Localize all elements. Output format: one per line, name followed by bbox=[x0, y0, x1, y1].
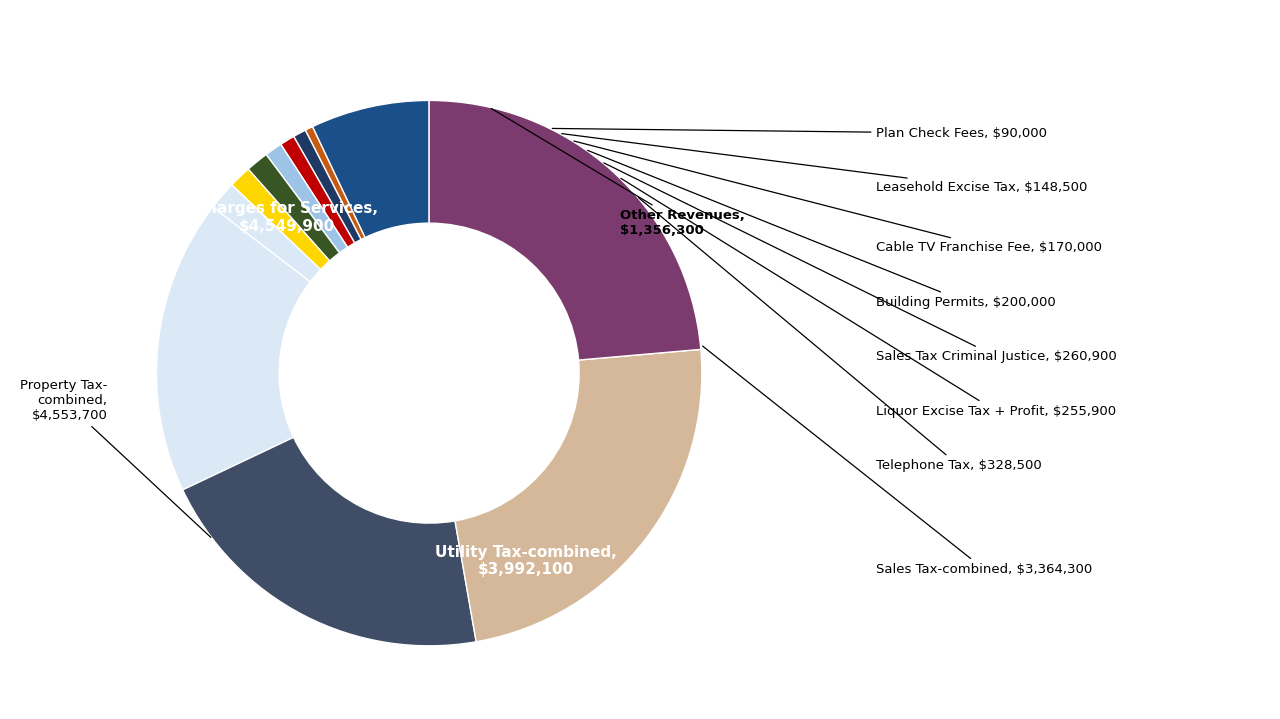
Text: Plan Check Fees, $90,000: Plan Check Fees, $90,000 bbox=[552, 127, 1047, 139]
Wedge shape bbox=[266, 145, 348, 253]
Text: Other Revenues,
$1,356,300: Other Revenues, $1,356,300 bbox=[492, 109, 745, 237]
Wedge shape bbox=[232, 169, 330, 270]
Wedge shape bbox=[248, 155, 339, 261]
Wedge shape bbox=[280, 137, 355, 247]
Text: Telephone Tax, $328,500: Telephone Tax, $328,500 bbox=[639, 198, 1042, 472]
Text: Utility Tax-combined,
$3,992,100: Utility Tax-combined, $3,992,100 bbox=[435, 544, 617, 577]
Wedge shape bbox=[305, 127, 365, 239]
Wedge shape bbox=[212, 185, 320, 282]
Wedge shape bbox=[454, 349, 701, 642]
Wedge shape bbox=[293, 130, 361, 243]
Text: Sales Tax Criminal Justice, $260,900: Sales Tax Criminal Justice, $260,900 bbox=[604, 163, 1117, 363]
Text: Cable TV Franchise Fee, $170,000: Cable TV Franchise Fee, $170,000 bbox=[573, 141, 1102, 255]
Text: Property Tax-
combined,
$4,553,700: Property Tax- combined, $4,553,700 bbox=[20, 379, 211, 537]
Wedge shape bbox=[183, 437, 476, 646]
Text: Liquor Excise Tax + Profit, $255,900: Liquor Excise Tax + Profit, $255,900 bbox=[621, 178, 1116, 418]
Text: Charges for Services,
$4,549,900: Charges for Services, $4,549,900 bbox=[195, 201, 378, 234]
Wedge shape bbox=[156, 207, 310, 490]
Text: Sales Tax-combined, $3,364,300: Sales Tax-combined, $3,364,300 bbox=[703, 346, 1093, 576]
Wedge shape bbox=[429, 101, 701, 360]
Text: Building Permits, $200,000: Building Permits, $200,000 bbox=[588, 150, 1056, 308]
Wedge shape bbox=[312, 101, 429, 237]
Text: Leasehold Excise Tax, $148,500: Leasehold Excise Tax, $148,500 bbox=[562, 134, 1088, 194]
